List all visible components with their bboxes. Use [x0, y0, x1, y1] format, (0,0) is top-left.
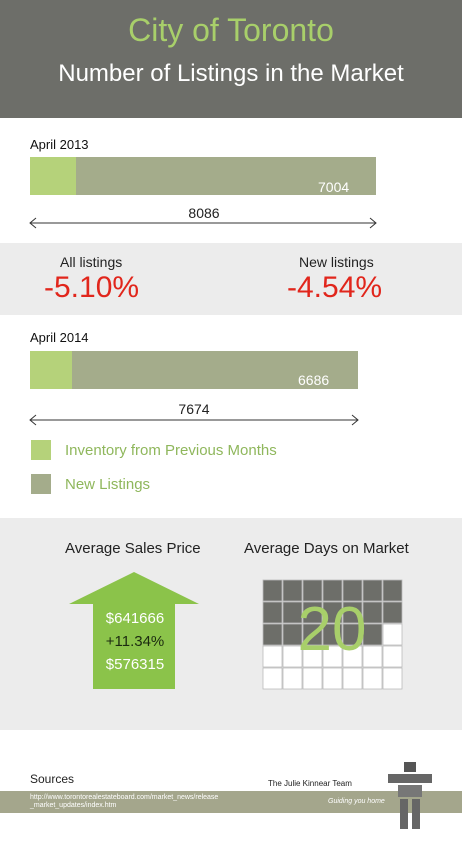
sources-label: Sources [30, 772, 75, 786]
legend-label-inventory: Inventory from Previous Months [65, 442, 277, 459]
total-span-arrow-2014 [29, 414, 359, 426]
calendar-day-empty [302, 645, 323, 668]
price-up-arrow-icon [69, 572, 199, 689]
calendar-icon [262, 579, 403, 690]
avg-price-title: Average Sales Price [65, 540, 201, 557]
calendar-day-empty [282, 667, 303, 690]
calendar-day-filled [262, 623, 283, 646]
total-value-2014: 7674 [178, 401, 210, 417]
total-value-2013: 8086 [188, 205, 220, 221]
sources-band [0, 791, 462, 813]
percent-change-band [0, 243, 462, 315]
calendar-day-filled [302, 579, 323, 602]
brand-tagline: Guiding you home [328, 798, 385, 805]
calendar-day-filled [382, 579, 403, 602]
total-span-arrow-2013 [29, 217, 377, 229]
calendar-day-empty [302, 667, 323, 690]
calendar-day-empty [362, 667, 383, 690]
calendar-day-filled [342, 623, 363, 646]
calendar-day-filled [282, 601, 303, 624]
calendar-day-empty [342, 645, 363, 668]
avg-days-value: 20 [297, 595, 367, 664]
bar-inventory-2013 [30, 157, 77, 195]
new-listings-label: New listings [299, 254, 374, 270]
bar-inventory-2014 [30, 351, 73, 389]
inukshuk-logo-icon [388, 762, 432, 829]
calendar-day-empty [382, 623, 403, 646]
calendar-day-empty [342, 667, 363, 690]
avg-days-title: Average Days on Market [244, 540, 409, 557]
calendar-day-filled [322, 601, 343, 624]
period-label-2014: April 2014 [30, 330, 89, 345]
bar-new-value-2014: 6686 [298, 372, 330, 388]
calendar-day-empty [382, 667, 403, 690]
calendar-day-filled [382, 601, 403, 624]
legend-swatch-new-listings [31, 474, 51, 494]
brand-name: The Julie Kinnear Team [268, 779, 352, 788]
calendar-day-empty [362, 645, 383, 668]
all-listings-change: -5.10% [44, 271, 140, 304]
period-label-2013: April 2013 [30, 137, 89, 152]
calendar-day-filled [282, 579, 303, 602]
calendar-day-filled [302, 623, 323, 646]
calendar-day-empty [322, 667, 343, 690]
calendar-day-filled [362, 601, 383, 624]
calendar-day-filled [342, 601, 363, 624]
calendar-day-filled [282, 623, 303, 646]
bar-new-listings-2013 [76, 157, 376, 195]
page-title: City of Toronto [128, 12, 334, 48]
calendar-day-empty [382, 645, 403, 668]
calendar-day-filled [262, 601, 283, 624]
calendar-day-empty [262, 645, 283, 668]
header-banner: City of Toronto Number of Listings in th… [0, 0, 462, 118]
new-listings-change: -4.54% [287, 271, 383, 304]
bar-new-listings-2014 [72, 351, 359, 389]
calendar-day-empty [262, 667, 283, 690]
avg-price-current: $641666 [105, 610, 165, 627]
avg-price-previous: $576315 [105, 656, 165, 673]
calendar-day-filled [342, 579, 363, 602]
calendar-day-filled [322, 623, 343, 646]
page-subtitle: Number of Listings in the Market [58, 60, 404, 87]
calendar-day-empty [322, 645, 343, 668]
calendar-day-filled [322, 579, 343, 602]
legend-label-new-listings: New Listings [65, 476, 151, 493]
calendar-day-filled [262, 579, 283, 602]
bar-new-value-2013: 7004 [318, 179, 350, 195]
calendar-day-filled [362, 623, 383, 646]
source-link[interactable]: http://www.torontorealestateboard.com/ma… [30, 794, 219, 809]
calendar-day-filled [302, 601, 323, 624]
all-listings-label: All listings [60, 254, 123, 270]
calendar-day-empty [282, 645, 303, 668]
calendar-day-filled [362, 579, 383, 602]
legend-swatch-inventory [31, 440, 51, 460]
avg-price-change: +11.34% [105, 633, 165, 650]
